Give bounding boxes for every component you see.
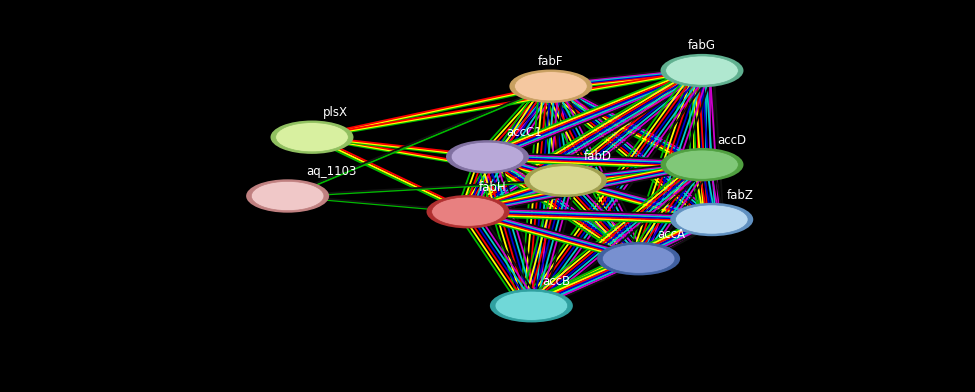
Text: fabD: fabD <box>584 150 612 163</box>
Circle shape <box>676 205 748 234</box>
Text: accB: accB <box>542 275 570 288</box>
Circle shape <box>270 120 354 154</box>
Circle shape <box>524 163 607 197</box>
Text: accC1: accC1 <box>506 126 542 139</box>
Text: accD: accD <box>717 134 746 147</box>
Text: fabG: fabG <box>688 39 716 52</box>
Circle shape <box>660 54 744 87</box>
Circle shape <box>252 181 324 211</box>
Circle shape <box>495 291 567 320</box>
Circle shape <box>670 203 754 236</box>
Circle shape <box>489 289 573 323</box>
Text: fabZ: fabZ <box>726 189 754 201</box>
Circle shape <box>246 179 330 213</box>
Circle shape <box>451 142 524 171</box>
Text: fabF: fabF <box>538 54 564 68</box>
Circle shape <box>666 150 738 179</box>
Circle shape <box>446 140 529 174</box>
Circle shape <box>432 197 504 226</box>
Text: plsX: plsX <box>323 106 348 119</box>
Text: fabH: fabH <box>479 181 507 194</box>
Circle shape <box>529 166 602 195</box>
Text: aq_1103: aq_1103 <box>306 165 357 178</box>
Circle shape <box>276 123 348 152</box>
Circle shape <box>666 56 738 85</box>
Circle shape <box>603 244 675 273</box>
Circle shape <box>597 242 681 276</box>
Circle shape <box>426 195 510 229</box>
Text: accA: accA <box>657 228 685 241</box>
Circle shape <box>509 69 593 103</box>
Circle shape <box>515 72 587 101</box>
Circle shape <box>660 148 744 181</box>
